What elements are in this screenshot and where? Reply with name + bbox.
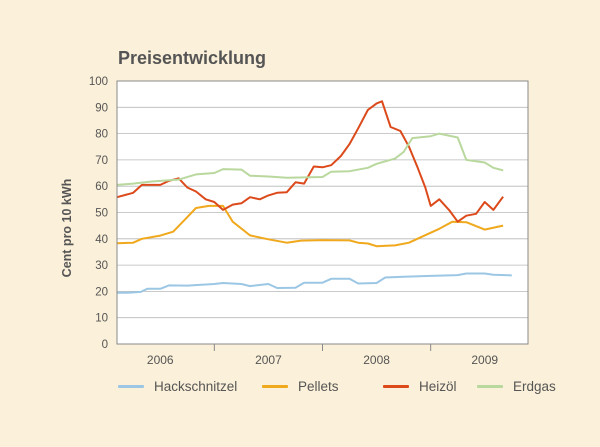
x-tick-label: 2009 bbox=[471, 353, 498, 367]
x-tick-label: 2007 bbox=[255, 353, 282, 367]
series-lines bbox=[116, 100, 512, 294]
y-tick-label: 100 bbox=[89, 76, 108, 88]
y-tick-label: 40 bbox=[95, 234, 108, 246]
y-tick-label: 10 bbox=[95, 313, 108, 325]
y-tick-label: 30 bbox=[95, 260, 108, 272]
legend-label: Hackschnitzel bbox=[154, 378, 238, 394]
y-tick-label: 90 bbox=[95, 102, 108, 114]
y-tick-label: 60 bbox=[95, 181, 108, 193]
legend-swatch bbox=[477, 384, 503, 388]
legend-label: Pellets bbox=[298, 378, 339, 394]
legend-swatch bbox=[383, 384, 409, 388]
plot-frame bbox=[116, 80, 529, 345]
legend-item: Erdgas bbox=[477, 376, 556, 396]
legend-item: Hackschnitzel bbox=[118, 376, 237, 396]
y-tick-label: 70 bbox=[95, 155, 108, 167]
x-tick-label: 2006 bbox=[147, 353, 174, 367]
legend-item: Heizöl bbox=[383, 376, 457, 396]
legend: Hackschnitzel Pellets Heizöl Erdgas bbox=[0, 376, 600, 396]
series-line-heiz-l bbox=[116, 100, 504, 223]
y-tick-label: 50 bbox=[95, 208, 108, 220]
y-tick-labels: 0 10 20 30 40 50 60 70 80 90 100 bbox=[89, 76, 108, 351]
chart-title: Preisentwicklung bbox=[118, 48, 267, 68]
x-tick-label: 2008 bbox=[363, 353, 390, 367]
legend-label: Heizöl bbox=[419, 378, 457, 394]
series-line-pellets bbox=[116, 204, 504, 248]
legend-label: Erdgas bbox=[513, 378, 556, 394]
legend-swatch bbox=[118, 384, 144, 388]
y-tick-label: 80 bbox=[95, 129, 108, 141]
y-tick-label: 20 bbox=[95, 286, 108, 298]
y-tick-label: 0 bbox=[102, 339, 108, 351]
series-line-erdgas bbox=[116, 132, 504, 186]
legend-item: Pellets bbox=[262, 376, 339, 396]
series-line-hackschnitzel bbox=[117, 272, 512, 294]
legend-swatch bbox=[262, 384, 288, 388]
x-axis: 2006 2007 2008 2009 bbox=[147, 344, 498, 367]
